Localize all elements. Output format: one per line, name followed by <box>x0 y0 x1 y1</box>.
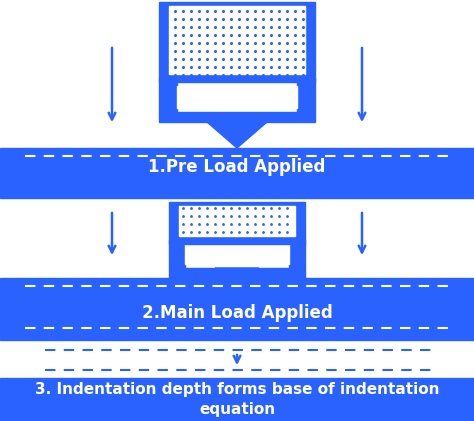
Bar <box>159 78 315 82</box>
Polygon shape <box>215 268 259 278</box>
Bar <box>169 240 305 244</box>
Bar <box>159 112 315 122</box>
Text: 1.Pre Load Applied: 1.Pre Load Applied <box>148 158 326 176</box>
Bar <box>169 240 185 268</box>
Bar <box>169 202 305 240</box>
Bar <box>297 78 315 112</box>
Text: 2.Main Load Applied: 2.Main Load Applied <box>142 304 332 322</box>
Bar <box>0 278 474 340</box>
Polygon shape <box>207 122 267 148</box>
Bar <box>289 240 305 268</box>
Bar <box>159 2 315 78</box>
Bar <box>159 78 177 112</box>
Bar <box>0 148 474 198</box>
Text: 3. Indentation depth forms base of indentation
equation: 3. Indentation depth forms base of inden… <box>35 382 439 417</box>
Bar <box>169 268 305 278</box>
Bar <box>177 86 297 108</box>
Bar <box>185 244 289 264</box>
Bar <box>179 206 295 236</box>
Bar <box>169 6 305 74</box>
Bar <box>0 378 474 421</box>
